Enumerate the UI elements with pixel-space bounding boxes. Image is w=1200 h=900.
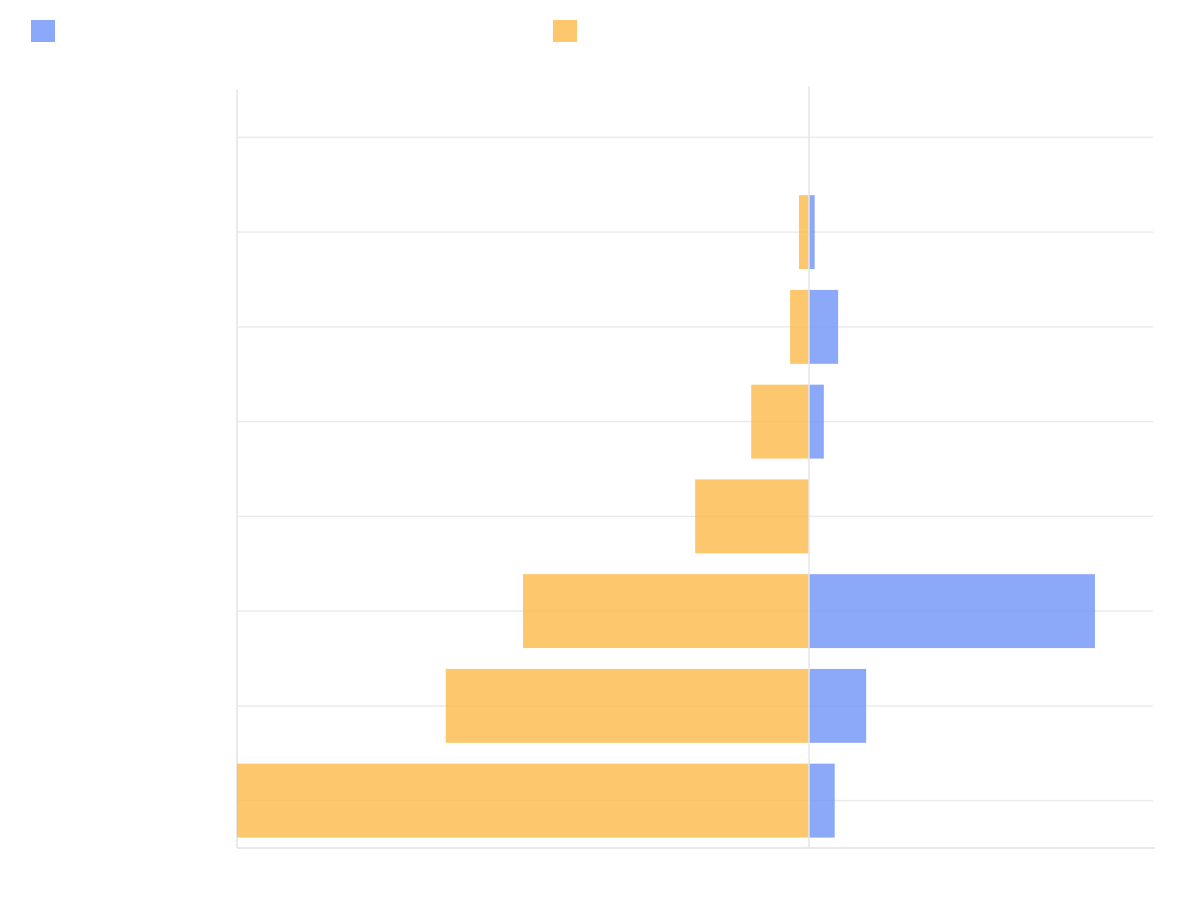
legend-swatch <box>553 20 577 42</box>
bar <box>522 574 809 649</box>
bar <box>808 289 839 364</box>
bar <box>237 763 809 838</box>
bar <box>808 574 1095 649</box>
bar <box>808 763 835 838</box>
bar <box>445 668 809 743</box>
bar <box>808 195 815 270</box>
bar <box>808 668 867 743</box>
legend-swatch <box>31 20 55 42</box>
bar <box>790 289 809 364</box>
bar <box>798 195 809 270</box>
bar <box>695 479 809 554</box>
bar <box>808 384 824 459</box>
bar <box>751 384 809 459</box>
